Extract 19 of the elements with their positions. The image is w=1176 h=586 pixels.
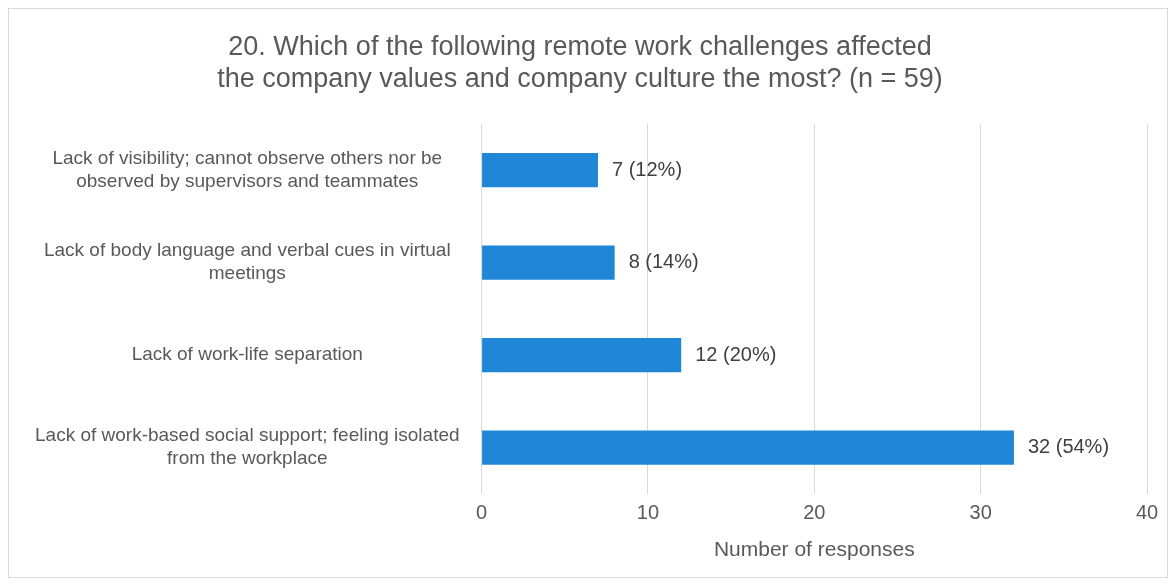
bar [482,152,599,188]
chart-title: 20. Which of the following remote work challenges affected the company values and company culture the most? (n = 59) [217,30,943,94]
y-tick-label: Lack of work-based social support; feeling isolated from the workplace [35,424,460,469]
data-label: 7 (12%) [612,157,683,180]
x-tick-label: 10 [636,501,660,524]
x-tick-label: 30 [969,501,992,524]
y-tick-label: Lack of body language and verbal cues in virtual meetings [43,239,451,284]
y-tick-label: Lack of work-life separation [131,343,363,365]
x-tick-label: 20 [803,501,826,524]
y-tick-label: Lack of visibility; cannot observe others nor be observed by supervisors and teammates [52,146,443,191]
bar [482,245,615,280]
data-label: 32 (54%) [1027,435,1110,458]
x-axis-title: Number of responses [713,537,915,561]
data-label: 8 (14%) [628,250,699,273]
bar [482,337,682,373]
x-tick-label: 0 [476,501,488,524]
data-label: 12 (20%) [695,342,777,365]
x-tick-label: 40 [1135,501,1159,524]
bar [482,430,1014,465]
